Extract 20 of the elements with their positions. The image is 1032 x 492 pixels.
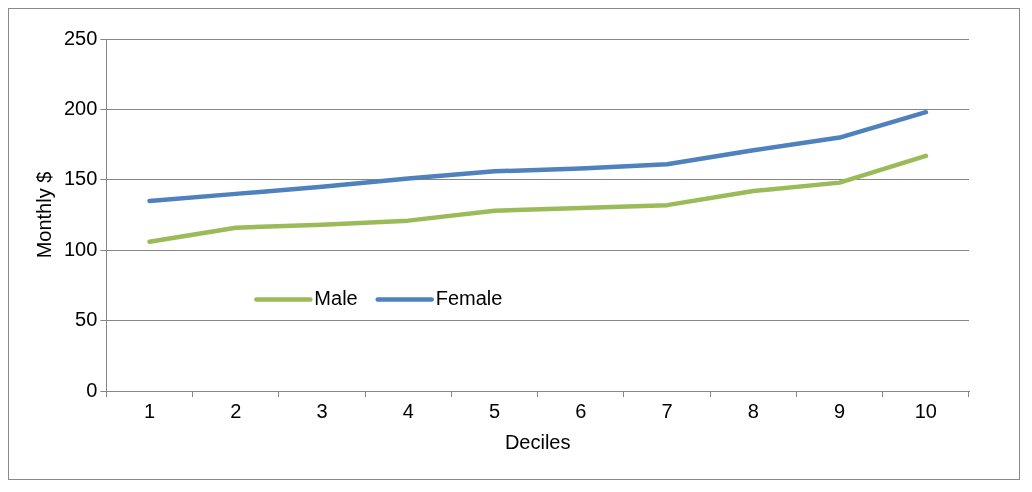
x-tick-label: 7 xyxy=(661,399,673,422)
legend-label: Female xyxy=(435,287,503,309)
x-tick-label: 2 xyxy=(230,399,242,422)
y-tick-label: 150 xyxy=(63,167,98,190)
y-tick-label: 200 xyxy=(63,96,98,119)
x-tick-label: 5 xyxy=(488,399,501,422)
y-tick-label: 100 xyxy=(63,237,98,260)
y-tick-label: 50 xyxy=(75,308,98,331)
x-tick-label: 3 xyxy=(316,399,328,422)
x-tick-label: 9 xyxy=(834,399,846,422)
x-tick-label: 1 xyxy=(143,399,156,422)
x-tick-label: 6 xyxy=(575,399,587,422)
x-tick-label: 8 xyxy=(747,399,759,422)
legend-label: Male xyxy=(314,287,358,309)
x-tick-label: 10 xyxy=(914,399,937,422)
y-axis-title: Monthly $ xyxy=(32,171,55,259)
x-tick-label: 4 xyxy=(402,399,414,422)
y-tick-label: 250 xyxy=(63,26,98,49)
x-axis-title: Deciles xyxy=(504,430,571,453)
y-tick-label: 0 xyxy=(86,378,98,401)
